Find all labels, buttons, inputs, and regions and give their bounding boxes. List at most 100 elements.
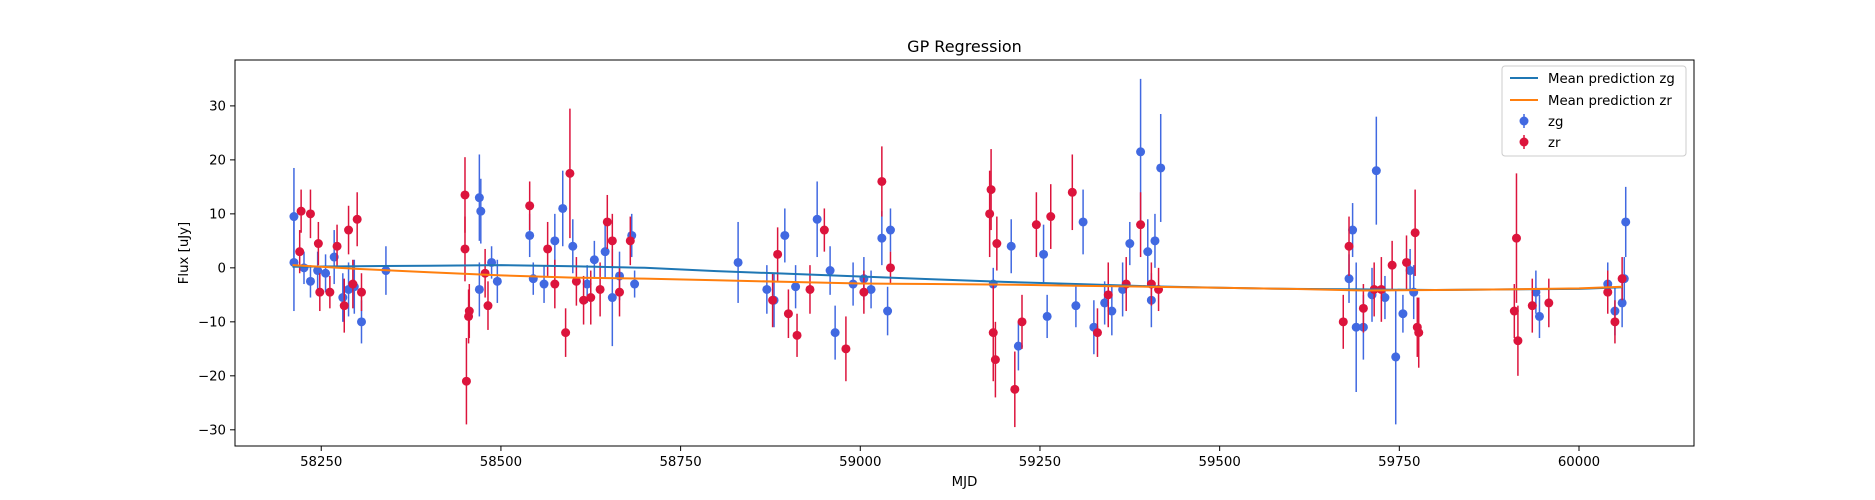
data-point-zg: [582, 279, 592, 289]
data-point-zr: [1617, 274, 1627, 284]
legend-zg-marker: [1519, 114, 1529, 128]
data-point-zr: [625, 236, 635, 246]
data-point-zr: [990, 355, 1000, 365]
data-point-zg: [780, 230, 790, 240]
data-point-zg: [1398, 309, 1408, 319]
data-point-zr: [885, 263, 895, 273]
data-point-zg: [830, 328, 840, 338]
data-point-zr: [332, 241, 342, 251]
data-point-zr: [819, 225, 829, 235]
data-point-zr: [841, 344, 851, 354]
data-point-zr: [1103, 290, 1113, 300]
x-tick-label: 60000: [1558, 455, 1600, 470]
data-point-zg: [476, 206, 486, 216]
data-point-zr: [1387, 260, 1397, 270]
data-point-zr: [295, 247, 305, 257]
data-point-zr: [1017, 317, 1027, 327]
data-point-zg: [1143, 247, 1153, 257]
data-point-zg: [1371, 166, 1381, 176]
x-axis-label: MJD: [952, 475, 978, 490]
data-point-zg: [1150, 236, 1160, 246]
data-point-zr: [992, 239, 1002, 249]
y-tick-label: −10: [198, 315, 226, 330]
data-point-zg: [356, 317, 366, 327]
data-point-zg: [492, 276, 502, 286]
data-point-zg: [1405, 266, 1415, 276]
x-tick-label: 59750: [1378, 455, 1420, 470]
data-point-zg: [474, 284, 484, 294]
legend-label-mean-zr: Mean prediction zr: [1548, 94, 1672, 109]
data-point-zr: [356, 287, 366, 297]
data-point-zr: [315, 287, 325, 297]
chart-title: GP Regression: [907, 37, 1022, 56]
data-point-zr: [1511, 233, 1521, 243]
data-point-zg: [539, 279, 549, 289]
data-point-zr: [483, 301, 493, 311]
data-point-zr: [1509, 306, 1519, 316]
data-point-zr: [579, 295, 589, 305]
data-point-zr: [595, 284, 605, 294]
data-point-zr: [1527, 301, 1537, 311]
data-point-zr: [543, 244, 553, 254]
data-point-zr: [571, 276, 581, 286]
legend-label-mean-zg: Mean prediction zg: [1548, 72, 1675, 87]
data-point-zr: [985, 209, 995, 219]
data-point-zr: [325, 287, 335, 297]
data-point-zg: [812, 214, 822, 224]
data-point-zr: [348, 279, 358, 289]
data-point-zg: [762, 284, 772, 294]
data-point-zg: [1156, 163, 1166, 173]
plot-area: [235, 60, 1694, 446]
legend-label-zr: zr: [1548, 136, 1561, 151]
y-tick-label: 10: [209, 207, 226, 222]
data-point-zg: [589, 255, 599, 265]
data-point-zr: [1358, 303, 1368, 313]
data-point-zr: [1344, 241, 1354, 251]
data-point-zg: [733, 257, 743, 267]
data-point-zr: [550, 279, 560, 289]
legend: Mean prediction zg Mean prediction zr zg…: [1501, 65, 1687, 157]
plot-layer: [289, 78, 1631, 428]
data-point-zg: [630, 279, 640, 289]
data-point-zr: [305, 209, 315, 219]
data-point-zr: [1414, 328, 1424, 338]
data-point-zr: [877, 176, 887, 186]
data-point-zg: [1078, 217, 1088, 227]
y-tick-label: 20: [209, 153, 226, 168]
data-point-zg: [525, 230, 535, 240]
data-point-zr: [339, 301, 349, 311]
data-point-zg: [1071, 301, 1081, 311]
data-point-zg: [474, 193, 484, 203]
data-point-zr: [859, 287, 869, 297]
data-point-zg: [1391, 352, 1401, 362]
data-point-zr: [1610, 317, 1620, 327]
data-point-zr: [768, 295, 778, 305]
y-axis-ticks: −30 −20 −10 0 10 20 30: [198, 99, 235, 438]
data-point-zg: [1042, 311, 1052, 321]
x-tick-label: 58750: [659, 455, 701, 470]
mean-prediction-lines: [292, 264, 1623, 292]
data-point-zr: [460, 190, 470, 200]
data-point-zg: [558, 203, 568, 213]
x-tick-label: 59000: [839, 455, 881, 470]
data-point-zr: [1092, 328, 1102, 338]
data-point-zg: [866, 284, 876, 294]
data-point-zg: [338, 293, 348, 303]
data-point-zg: [607, 293, 617, 303]
data-point-zr: [313, 239, 323, 249]
data-point-zg: [1100, 298, 1110, 308]
data-point-zr: [1410, 228, 1420, 238]
data-point-zg: [1348, 225, 1358, 235]
data-point-zr: [352, 214, 362, 224]
data-point-zr: [461, 376, 471, 386]
data-point-zr: [1544, 298, 1554, 308]
data-point-zg: [1013, 341, 1023, 351]
data-point-zg: [550, 236, 560, 246]
legend-label-zg: zg: [1548, 115, 1563, 130]
data-point-zg: [1125, 239, 1135, 249]
x-tick-label: 59250: [1019, 455, 1061, 470]
data-point-zg: [305, 276, 315, 286]
data-point-zr: [1603, 287, 1613, 297]
data-point-zg: [321, 268, 331, 278]
